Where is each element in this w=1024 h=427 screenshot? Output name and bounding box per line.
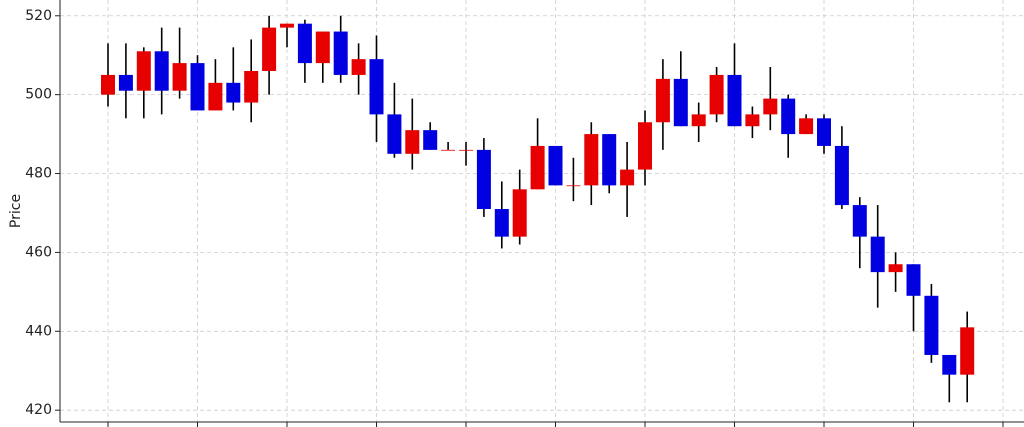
candle-body bbox=[154, 51, 169, 91]
candle-body bbox=[709, 74, 724, 115]
y-tick-label: 480 bbox=[25, 166, 52, 182]
candle-body bbox=[906, 264, 921, 296]
candle-body bbox=[942, 354, 957, 375]
candle-body bbox=[441, 149, 456, 151]
candle-body bbox=[512, 189, 527, 237]
candle-body bbox=[476, 149, 491, 210]
candle-body bbox=[870, 236, 885, 273]
candle-body bbox=[387, 114, 402, 154]
candle-body bbox=[924, 295, 939, 355]
y-tick-label: 440 bbox=[25, 323, 52, 339]
candle-body bbox=[673, 78, 688, 127]
candle-body bbox=[244, 70, 259, 103]
y-axis-label: Price bbox=[8, 194, 24, 228]
candle-body bbox=[602, 134, 617, 186]
candle-body bbox=[691, 114, 706, 127]
y-tick-label: 420 bbox=[25, 402, 52, 418]
y-tick-label: 460 bbox=[25, 244, 52, 260]
candle-body bbox=[530, 145, 545, 190]
candle-body bbox=[799, 118, 814, 135]
candle-body bbox=[620, 169, 635, 186]
candle-body bbox=[351, 59, 366, 75]
candle-body bbox=[781, 98, 796, 135]
candle-body bbox=[459, 149, 473, 151]
candle-body bbox=[369, 59, 384, 115]
candle-body bbox=[834, 145, 849, 206]
candle-body bbox=[566, 185, 581, 187]
candle-body bbox=[548, 145, 563, 186]
candle-body bbox=[405, 130, 420, 154]
candle-body bbox=[638, 122, 652, 170]
candle-body bbox=[101, 74, 115, 95]
candle-body bbox=[190, 63, 205, 111]
candle-body bbox=[852, 205, 867, 237]
candle-body bbox=[423, 130, 438, 150]
y-tick-label: 520 bbox=[25, 8, 52, 24]
candle-body bbox=[584, 134, 599, 186]
candle-body bbox=[136, 51, 151, 91]
candle-body bbox=[280, 23, 294, 28]
candle-body bbox=[297, 23, 312, 64]
candle-body bbox=[960, 327, 975, 375]
candle-body bbox=[727, 74, 742, 127]
candle-body bbox=[262, 27, 277, 71]
candle-body bbox=[118, 74, 133, 91]
candle-body bbox=[763, 98, 778, 115]
candle-body bbox=[888, 264, 903, 273]
candle-body bbox=[315, 31, 330, 64]
candle-body bbox=[172, 63, 187, 91]
candle-body bbox=[226, 82, 241, 103]
candle-body bbox=[817, 118, 831, 146]
candle-body bbox=[208, 82, 223, 111]
candle-body bbox=[745, 114, 760, 127]
y-tick-label: 500 bbox=[25, 87, 52, 103]
candle-body bbox=[655, 78, 670, 123]
candle-body bbox=[494, 209, 509, 237]
candle-body bbox=[333, 31, 348, 75]
